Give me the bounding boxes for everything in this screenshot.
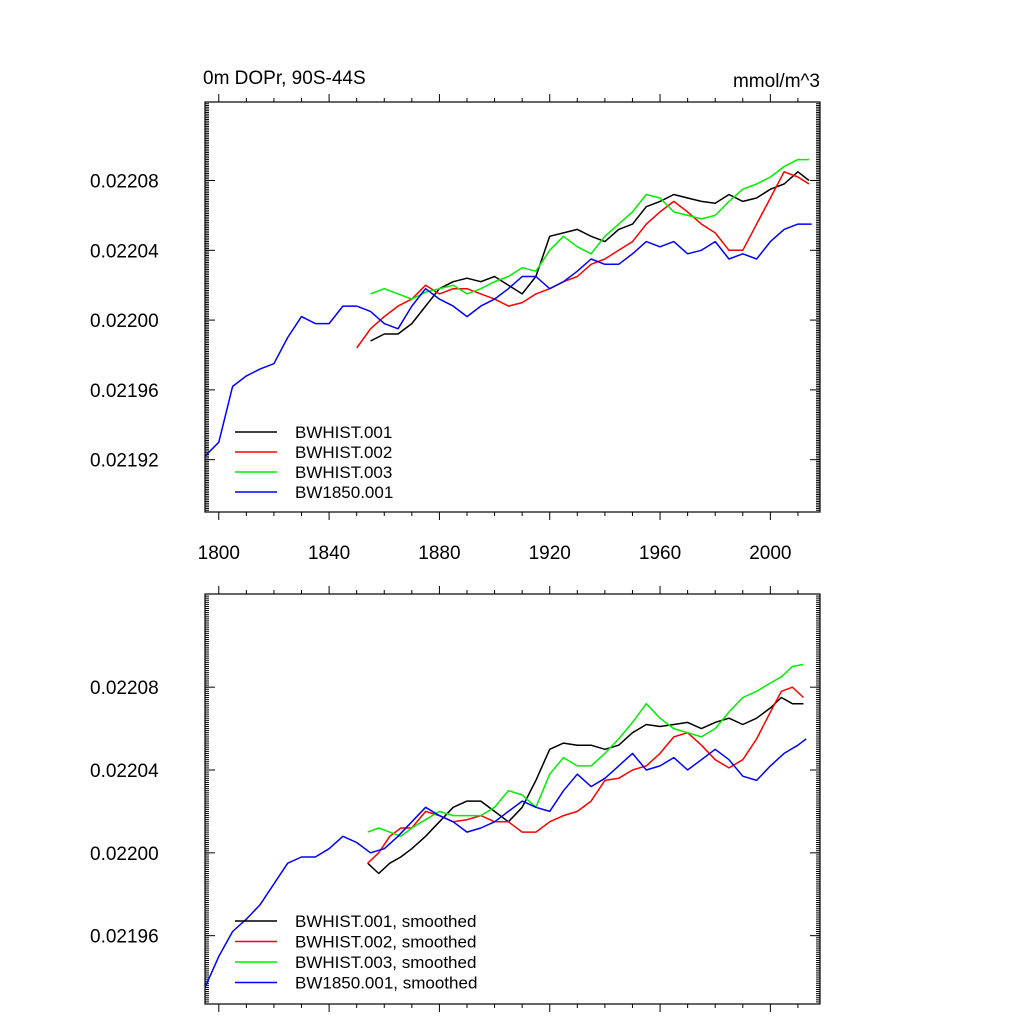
- top-series-line-2: [356, 171, 810, 349]
- top-legend-label-1: BWHIST.001: [295, 423, 392, 442]
- top-plot-frame: [204, 101, 821, 513]
- title-right: mmol/m^3: [733, 71, 820, 92]
- top-panel: 1800 1840 1880 1920 1960 2000 0.02192 0.02196 0.…: [90, 94, 821, 564]
- bottom-series-line-1: [367, 696, 804, 875]
- bottom-series-line-3: [367, 663, 804, 838]
- top-x-tick-label: 1840: [308, 543, 350, 564]
- top-series-line-4: [205, 223, 812, 457]
- top-y-tick-label: 0.02208: [90, 172, 159, 193]
- top-y-tick-label: 0.02192: [90, 451, 159, 472]
- top-series-line-3: [370, 158, 809, 300]
- top-x-tick-label: 1960: [639, 543, 681, 564]
- bottom-legend-label-1: BWHIST.001, smoothed: [295, 912, 476, 931]
- bottom-legend-label-4: BW1850.001, smoothed: [295, 974, 477, 993]
- top-y-tick-label: 0.02196: [90, 381, 159, 402]
- top-x-tick-label: 1920: [529, 543, 571, 564]
- bottom-legend-label-3: BWHIST.003, smoothed: [295, 953, 476, 972]
- bottom-y-tick-label: 0.02208: [90, 678, 159, 699]
- top-x-tick-label: 1800: [198, 543, 240, 564]
- bottom-series-line-4: [205, 738, 807, 988]
- bottom-panel: 0.02196 0.02200 0.02204 0.02208 BWHIST.001, …: [90, 586, 821, 1012]
- bottom-series-line-2: [367, 686, 805, 864]
- top-y-tick-label: 0.02204: [90, 241, 159, 262]
- top-legend-label-4: BW1850.001: [295, 483, 393, 502]
- top-y-tick-label: 0.02200: [90, 311, 159, 332]
- top-legend-label-3: BWHIST.003: [295, 463, 392, 482]
- top-legend-label-2: BWHIST.002: [295, 443, 392, 462]
- bottom-y-tick-label: 0.02200: [90, 844, 159, 865]
- top-series-line-1: [370, 171, 810, 342]
- title-left: 0m DOPr, 90S-44S: [203, 68, 366, 89]
- bottom-y-tick-label: 0.02204: [90, 761, 159, 782]
- top-x-tick-label: 2000: [749, 543, 791, 564]
- bottom-legend-label-2: BWHIST.002, smoothed: [295, 933, 476, 952]
- top-x-tick-label: 1880: [418, 543, 460, 564]
- bottom-y-tick-label: 0.02196: [90, 927, 159, 948]
